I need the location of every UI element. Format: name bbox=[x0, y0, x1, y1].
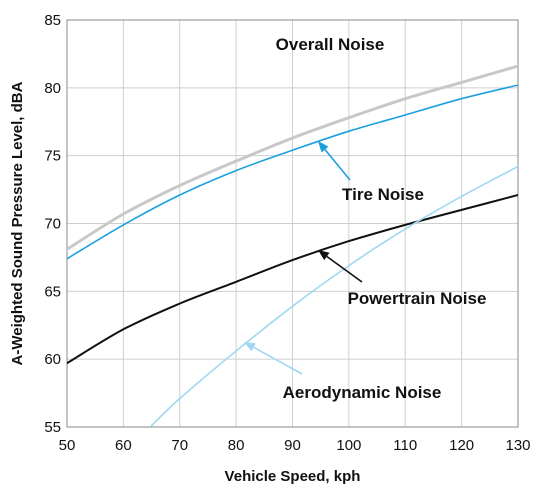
y-tick-label: 60 bbox=[44, 351, 61, 368]
overall-noise-label: Overall Noise bbox=[276, 35, 385, 54]
annotations: Overall Noise Tire Noise Powertrain Noise A… bbox=[244, 35, 486, 402]
annotation-arrowhead bbox=[318, 141, 329, 153]
annotation-arrow bbox=[324, 148, 351, 181]
overall-noise-line bbox=[67, 64, 518, 251]
aerodynamic-noise-label: Aerodynamic Noise bbox=[283, 383, 442, 402]
x-tick-label: 60 bbox=[115, 437, 132, 454]
powertrain-noise-label: Powertrain Noise bbox=[348, 289, 487, 308]
y-tick-label: 55 bbox=[44, 419, 61, 436]
annotation-arrow bbox=[326, 255, 363, 283]
y-tick-label: 75 bbox=[44, 148, 61, 165]
annotation-arrow bbox=[253, 346, 303, 375]
y-tick-label: 85 bbox=[44, 12, 61, 29]
y-axis-title: A-Weighted Sound Pressure Level, dBA bbox=[9, 81, 26, 365]
powertrain-noise-line bbox=[67, 194, 518, 365]
annotation-arrowhead bbox=[318, 250, 330, 261]
y-tick-label: 65 bbox=[44, 283, 61, 300]
x-tick-label: 120 bbox=[449, 437, 474, 454]
x-tick-label: 110 bbox=[393, 437, 417, 454]
x-tick-label: 90 bbox=[284, 437, 301, 454]
annotation-arrowhead bbox=[244, 342, 256, 352]
aerodynamic-noise-line bbox=[150, 165, 518, 427]
x-tick-label: 100 bbox=[336, 437, 361, 454]
tire-noise-label: Tire Noise bbox=[342, 185, 424, 204]
x-tick-labels: 50 60 70 80 90 100 110 120 130 bbox=[59, 437, 531, 454]
grid bbox=[66, 19, 519, 428]
series-lines bbox=[67, 64, 518, 427]
x-tick-label: 130 bbox=[505, 437, 530, 454]
plot-frame bbox=[66, 19, 519, 428]
tire-noise-line bbox=[67, 84, 518, 260]
x-tick-label: 50 bbox=[59, 437, 76, 454]
x-axis-title: Vehicle Speed, kph bbox=[225, 468, 361, 485]
x-tick-label: 80 bbox=[228, 437, 245, 454]
y-tick-label: 70 bbox=[44, 216, 61, 233]
y-tick-label: 80 bbox=[44, 80, 61, 97]
x-tick-label: 70 bbox=[171, 437, 188, 454]
y-tick-labels: 55 60 65 70 75 80 85 bbox=[44, 12, 61, 436]
